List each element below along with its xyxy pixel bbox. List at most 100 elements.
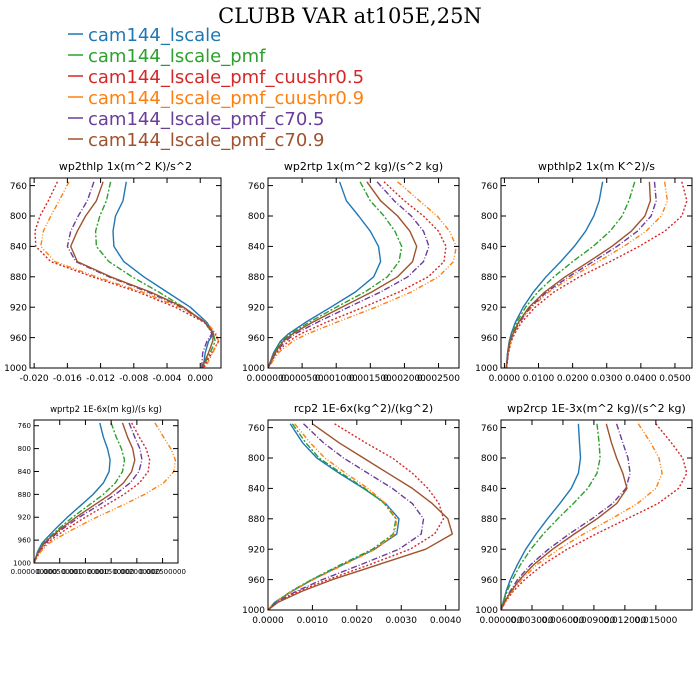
series-line-6 [268,181,418,368]
x-tick-label: 0.001000000 [62,568,109,576]
x-tick-label: 0.0500 [659,374,691,384]
x-tick-label: -0.016 [53,374,82,384]
series-group [505,181,688,368]
x-tick-label: 0.002500000 [139,568,186,576]
panel-5: rcp2 1E-6x(kg^2)/(kg^2) 760 800 840 880 920 96… [242,402,462,626]
series-line-3 [505,181,688,368]
panel-2: wp2rtp 1x(m^2 kg)/(s^2 kg) 760 800 840 880 92… [242,160,460,384]
legend-item: cam144_lscale_pmf_cuushr0.5 [68,67,364,88]
x-tick-label: 0.002000000 [113,568,160,576]
x-tick-label: -0.004 [153,374,182,384]
y-tick-label: 800 [481,454,498,464]
y-tick-label: 840 [248,485,265,495]
series-line-5 [66,181,213,368]
y-tick-label: 920 [18,514,31,522]
x-tick-label: 0.001000 [315,374,358,384]
x-tick-label: 0.001500000 [88,568,135,576]
y-tick-label: 920 [481,545,498,555]
panel-title: wp2thlp 1x(m^2 K)/s^2 [59,160,192,173]
series-line-2 [94,181,216,368]
x-tick-label: 0.0000 [252,616,284,626]
series-line-6 [34,422,136,563]
x-tick-label: 0.0400 [625,374,657,384]
series-line-3 [34,422,151,563]
panel-frame [500,419,693,611]
x-tick-label: 0.0040 [430,616,462,626]
y-tick-label: 760 [10,182,27,192]
series-group [34,181,220,368]
x-tick-label: 0.0300 [591,374,623,384]
panel-frame [267,177,460,369]
panel-title: wprtp2 1E-6x(m kg)/(s kg) [50,405,162,415]
y-tick-label: 760 [248,182,265,192]
y-tick-label: 880 [18,491,31,499]
panel-3: wpthlp2 1x(m K^2)/s 760 800 840 880 920 960 100… [475,160,693,384]
series-line-3 [501,423,688,610]
x-tick-label: 0.000500000 [36,568,83,576]
y-tick-label: 960 [18,537,31,545]
x-tick-label: 0.000500 [281,374,324,384]
legend-label: cam144_lscale [88,25,221,46]
panels: wp2thlp 1x(m^2 K)/s^2 760 800 840 880 920 960 1… [4,160,693,626]
series-line-2 [268,181,403,368]
y-tick-label: 960 [481,334,498,344]
panel-title: rcp2 1E-6x(kg^2)/(kg^2) [294,402,433,415]
x-tick-label: 0.0100 [523,374,555,384]
series-line-4 [34,422,177,563]
series-line-4 [268,423,398,610]
y-tick-label: 920 [481,303,498,313]
legend-item: cam144_lscale [68,25,221,46]
x-tick-label: 0.000000000 [11,568,58,576]
x-tick-label: 0.002000 [383,374,426,384]
x-tick-label: 0.000000 [480,616,523,626]
y-tick-label: 920 [248,303,265,313]
y-tick-label: 840 [18,468,31,476]
y-tick-label: 760 [248,424,265,434]
x-tick-label: 0.002500 [417,374,460,384]
y-tick-label: 800 [248,212,265,222]
y-tick-label: 800 [18,445,31,453]
series-group [501,423,688,610]
series-line-4 [501,423,663,610]
series-line-6 [69,181,215,368]
y-tick-label: 1000 [242,606,265,616]
legend-item: cam144_lscale_pmf [68,46,266,67]
x-tick-label: 0.006000 [541,616,584,626]
x-tick-label: 0.009000 [572,616,615,626]
series-line-4 [268,181,457,368]
x-tick-label: 0.0030 [386,616,418,626]
series-line-4 [40,181,220,368]
panel-frame [33,419,179,564]
series-group [268,181,457,368]
y-tick-label: 920 [248,545,265,555]
y-tick-label: 960 [248,576,265,586]
series-line-4 [505,181,669,368]
series-line-1 [501,423,582,610]
series-group [268,423,453,610]
y-tick-label: 1000 [475,364,498,374]
series-line-3 [268,423,445,610]
y-tick-label: 760 [481,182,498,192]
y-tick-label: 880 [10,273,27,283]
legend-item: cam144_lscale_pmf_c70.5 [68,109,324,130]
y-tick-label: 880 [481,273,498,283]
legend-label: cam144_lscale_pmf_c70.9 [88,130,324,151]
panel-frame [500,177,693,369]
y-tick-label: 920 [10,303,27,313]
legend-label: cam144_lscale_pmf_c70.5 [88,109,324,130]
y-tick-label: 960 [481,576,498,586]
x-tick-label: 0.001500 [349,374,392,384]
legend-item: cam144_lscale_pmf_c70.9 [68,130,324,151]
panel-4: wprtp2 1E-6x(m kg)/(s kg) 760 800 840 880 920… [11,405,186,576]
series-line-2 [268,423,397,610]
x-tick-label: -0.020 [20,374,49,384]
series-line-6 [268,423,453,610]
y-tick-label: 880 [248,273,265,283]
x-tick-label: 0.003000 [510,616,553,626]
legend: cam144_lscale cam144_lscale_pmf cam144_l… [68,25,364,151]
series-line-5 [501,423,631,610]
x-tick-label: 0.000 [187,374,213,384]
y-tick-label: 800 [248,454,265,464]
y-tick-label: 840 [481,485,498,495]
